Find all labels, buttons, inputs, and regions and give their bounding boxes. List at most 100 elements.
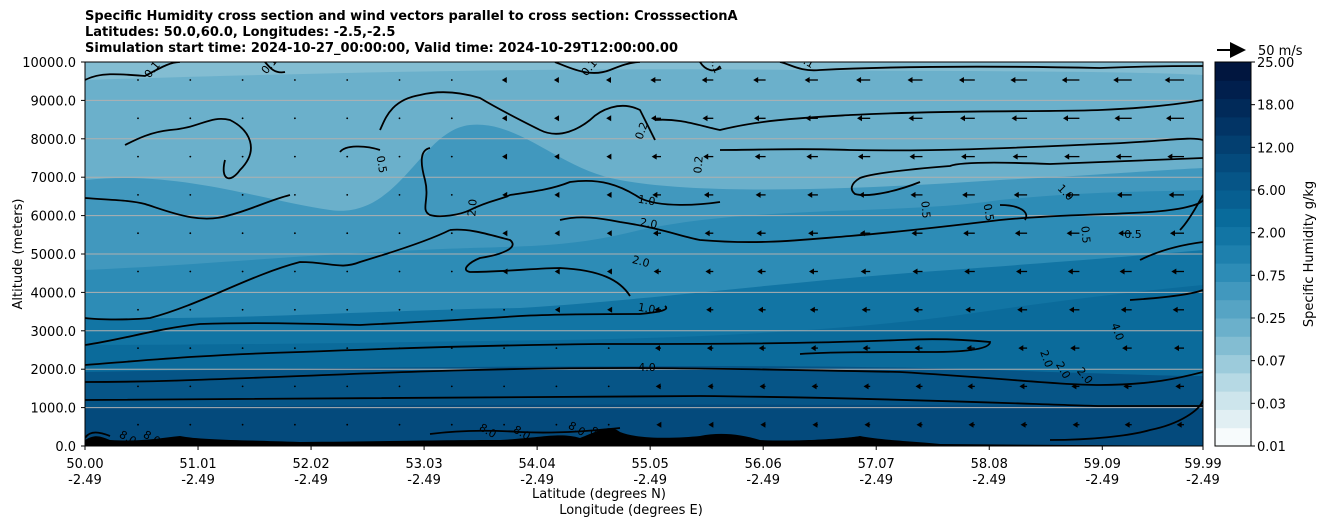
y-axis-label: Altitude (meters) [11,199,26,310]
colorbar-swatch [1215,281,1251,301]
colorbar-swatch [1215,409,1251,429]
wind-vector [346,308,349,311]
colorbar-swatch [1215,263,1251,282]
contour-label: 8.0 [141,428,163,448]
wind-vector-head [967,383,973,390]
x-tick-label-lat: 59.09 [1084,457,1121,472]
colorbar-tick-label: 0.75 [1257,269,1286,284]
colorbar-tick-label: 12.00 [1257,141,1294,156]
wind-vector [294,308,296,311]
wind-vector-head [1164,77,1170,83]
wind-vector-head [655,383,661,390]
wind-vector-head [702,115,708,122]
wind-vector-head [1168,191,1174,198]
wind-vector [189,117,192,120]
contour-label: 0.5 [918,200,932,219]
wind-vector-head [554,191,560,198]
wind-vector-head [1072,421,1078,428]
y-tick-label: 0.0 [55,440,76,455]
wind-vector-head [1012,153,1018,160]
wind-vector [189,155,192,158]
wind-vector-head [964,268,970,275]
wind-vector-head [907,77,913,83]
wind-vector-head [1120,306,1126,313]
wind-vector-head [966,345,972,352]
wind-vector [189,79,192,81]
x-tick-label-lon: -2.49 [520,473,554,488]
wind-vector [294,194,296,196]
wind-vector-head [705,268,711,275]
wind-vector-head [654,306,660,313]
wind-vector-head [960,115,965,122]
colorbar-swatch [1215,244,1251,264]
wind-vector-head [1070,345,1076,352]
x-tick-label-lon: -2.49 [294,473,328,488]
wind-vector-head [857,115,862,122]
wind-vector-head [554,306,560,313]
wind-vector-head [1071,383,1077,390]
colorbar-tick-label: 0.25 [1257,312,1286,327]
wind-vector-head [1063,115,1068,122]
wind-vector-head [651,115,656,122]
wind-vector-head [1011,115,1017,122]
wind-vector-head [703,153,709,160]
colorbar-swatch [1215,336,1251,356]
wind-vector-head [1124,421,1130,428]
wind-vector-head [553,77,559,83]
wind-vector [503,308,505,311]
wind-vector-head [1014,230,1020,237]
wind-vector-head [965,306,971,313]
wind-vector [137,155,139,158]
colorbar-label: Specific Humidity g/kg [1302,181,1317,327]
colorbar-swatch [1215,171,1251,191]
wind-vector-head [862,345,868,352]
wind-vector-head [1010,77,1016,83]
grid-lines [85,99,1203,409]
wind-vector-head [1167,153,1173,160]
wind-vector [450,232,453,235]
wind-vector [607,347,610,349]
wind-vector [137,117,139,120]
wind-vector [137,194,139,196]
contour-label: 4.0 [638,361,656,374]
chart-title-line-3: Simulation start time: 2024-10-27_00:00:… [85,41,678,56]
wind-vector [450,423,453,426]
colorbar-swatch [1215,391,1251,410]
wind-vector-head [502,153,508,160]
wind-vector [346,155,349,158]
colorbar-frame [1214,61,1252,447]
wind-vector [398,270,401,273]
wind-vector-head [968,421,974,428]
wind-vector-head [914,345,920,352]
wind-vector [189,308,192,311]
colorbar-tick-label: 2.00 [1257,227,1286,242]
wind-vector-head [808,230,814,237]
wind-vector [346,117,349,120]
wind-vector [137,423,139,426]
x-tick-label-lat: 57.07 [858,457,895,472]
wind-vector [189,232,192,235]
x-tick-label-lat: 51.01 [179,457,216,472]
wind-vector-head [909,153,915,160]
wind-vector-head [501,77,507,83]
wind-vector-head [754,153,760,160]
colorbar-tick-label: 25.00 [1257,56,1294,71]
x-tick-label-lon: -2.49 [181,473,215,488]
contour-label: 4.0 [1108,321,1126,342]
y-tick-label: 9000.0 [31,94,77,109]
wind-vector-head [1013,191,1019,198]
wind-vector-head [651,153,657,160]
colorbar-swatch [1215,98,1251,118]
wind-vector-head [652,191,658,198]
y-tick-label: 3000.0 [31,325,77,340]
x-tick-label-lon: -2.49 [407,473,441,488]
y-tick-label: 4000.0 [31,286,77,301]
colorbar-swatch [1215,135,1251,154]
wind-vector-head [606,230,612,237]
x-tick-label-lon: -2.49 [746,473,780,488]
wind-vector [241,79,244,81]
wind-vector [294,155,296,158]
wind-vector [450,385,453,388]
wind-vector [241,155,244,158]
